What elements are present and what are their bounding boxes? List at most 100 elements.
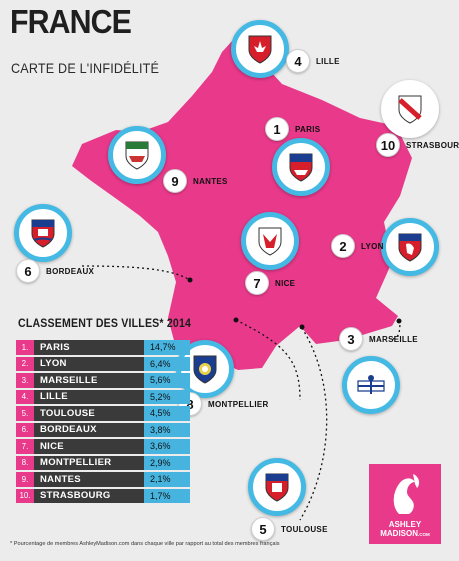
map-label-montpellier: 8 MONTPELLIER	[178, 392, 269, 416]
map-label-lyon: 2 LYON	[331, 234, 384, 258]
france-mainland	[72, 40, 412, 370]
ranking-rank: 6.	[16, 422, 34, 437]
page-title: FRANCE	[10, 3, 132, 40]
ranking-city: STRASBOURG	[34, 488, 144, 503]
ranking-row: 6. BORDEAUX 3,8%	[16, 422, 190, 437]
map-rank-number: 6	[16, 259, 40, 283]
map-city-name: STRASBOURG	[406, 140, 459, 150]
badge-paris	[272, 138, 330, 196]
map-label-nantes: 9 NANTES	[163, 169, 228, 193]
ranking-percentage: 1,7%	[144, 488, 190, 503]
woman-silhouette-icon	[393, 474, 420, 514]
map-city-name: MONTPELLIER	[208, 399, 269, 409]
logo-line2: MADISON.COM	[369, 529, 441, 538]
paris-crest-icon	[289, 153, 313, 182]
ranking-city: LILLE	[34, 389, 144, 404]
map-city-name: LYON	[361, 241, 384, 251]
ranking-rank: 8.	[16, 455, 34, 470]
logo-suffix: .COM	[418, 532, 430, 537]
ranking-row: 4. LILLE 5,2%	[16, 389, 190, 404]
map-rank-number: 2	[331, 234, 355, 258]
map-city-name: MARSEILLE	[369, 334, 418, 344]
map-label-marseille: 3 MARSEILLE	[339, 327, 418, 351]
ranking-rank: 10.	[16, 488, 34, 503]
ranking-city: PARIS	[34, 340, 144, 355]
map-label-toulouse: 5 TOULOUSE	[251, 517, 328, 541]
map-rank-number: 7	[245, 271, 269, 295]
badge-nice	[241, 212, 299, 270]
ranking-percentage: 3,8%	[144, 422, 190, 437]
montpellier-crest-icon	[193, 355, 217, 384]
bordeaux-crest-icon	[31, 219, 55, 248]
footnote: * Pourcentage de membres AshleyMadison.c…	[10, 541, 280, 547]
ranking-city: TOULOUSE	[34, 406, 144, 421]
map-city-name: NICE	[275, 278, 296, 288]
ranking-row: 9. NANTES 2,1%	[16, 472, 190, 487]
map-city-name: NANTES	[193, 176, 228, 186]
map-label-nice: 7 NICE	[245, 271, 295, 295]
logo-line2-text: MADISON	[380, 529, 419, 538]
ranking-rank: 7.	[16, 439, 34, 454]
ranking-city: BORDEAUX	[34, 422, 144, 437]
toulouse-crest-icon	[265, 473, 289, 502]
badge-lyon	[381, 218, 439, 276]
badge-lille	[231, 20, 289, 78]
ranking-city: MARSEILLE	[34, 373, 144, 388]
ranking-percentage: 5,6%	[144, 373, 190, 388]
map-label-bordeaux: 6 BORDEAUX	[16, 259, 94, 283]
ranking-percentage: 5,2%	[144, 389, 190, 404]
ranking-percentage: 2,1%	[144, 472, 190, 487]
nantes-crest-icon	[125, 141, 149, 170]
ranking-row: 10. STRASBOURG 1,7%	[16, 488, 190, 503]
map-label-strasbourg: 10 STRASBOURG	[376, 133, 459, 157]
ranking-rank: 4.	[16, 389, 34, 404]
ranking-rank: 1.	[16, 340, 34, 355]
ranking-percentage: 2,9%	[144, 455, 190, 470]
map-rank-number: 10	[376, 133, 400, 157]
map-city-name: PARIS	[295, 124, 321, 134]
ranking-row: 3. MARSEILLE 5,6%	[16, 373, 190, 388]
ranking-percentage: 6,4%	[144, 356, 190, 371]
map-rank-number: 9	[163, 169, 187, 193]
city-dots	[187, 277, 402, 330]
badge-strasbourg	[381, 80, 439, 138]
map-rank-number: 1	[265, 117, 289, 141]
ranking-city: NICE	[34, 439, 144, 454]
ranking-percentage: 3,6%	[144, 439, 190, 454]
ranking-rank: 3.	[16, 373, 34, 388]
map-label-lille: 4 LILLE	[286, 49, 340, 73]
ranking-row: 5. TOULOUSE 4,5%	[16, 406, 190, 421]
badge-nantes	[108, 126, 166, 184]
map-city-name: TOULOUSE	[281, 524, 328, 534]
lyon-crest-icon	[398, 233, 422, 262]
leader-lines	[81, 265, 401, 521]
strasbourg-crest-icon	[398, 95, 422, 124]
map-label-paris: 1 PARIS	[265, 117, 320, 141]
map-rank-number: 4	[286, 49, 310, 73]
ranking-table: 1. PARIS 14,7% 2. LYON 6,4% 3. MARSEILLE 5,6% 4. L…	[16, 338, 190, 505]
ranking-city: MONTPELLIER	[34, 455, 144, 470]
marseille-crest-icon	[357, 375, 385, 394]
ranking-rank: 9.	[16, 472, 34, 487]
ranking-city: LYON	[34, 356, 144, 371]
ranking-title: CLASSEMENT DES VILLES* 2014	[18, 318, 192, 330]
badge-bordeaux	[14, 204, 72, 262]
ranking-row: 7. NICE 3,6%	[16, 439, 190, 454]
ranking-rank: 5.	[16, 406, 34, 421]
map-city-name: LILLE	[316, 56, 340, 66]
map-rank-number: 3	[339, 327, 363, 351]
map-rank-number: 5	[251, 517, 275, 541]
badge-toulouse	[248, 458, 306, 516]
lille-crest-icon	[248, 35, 272, 64]
logo-line1: ASHLEY	[388, 520, 422, 529]
ranking-city: NANTES	[34, 472, 144, 487]
badge-marseille	[342, 356, 400, 414]
ranking-row: 1. PARIS 14,7%	[16, 340, 190, 355]
ranking-percentage: 4,5%	[144, 406, 190, 421]
ranking-row: 8. MONTPELLIER 2,9%	[16, 455, 190, 470]
page-subtitle: CARTE DE L'INFIDÉLITÉ	[11, 60, 160, 76]
ranking-row: 2. LYON 6,4%	[16, 356, 190, 371]
ashley-madison-logo: ASHLEY MADISON.COM	[369, 464, 441, 544]
